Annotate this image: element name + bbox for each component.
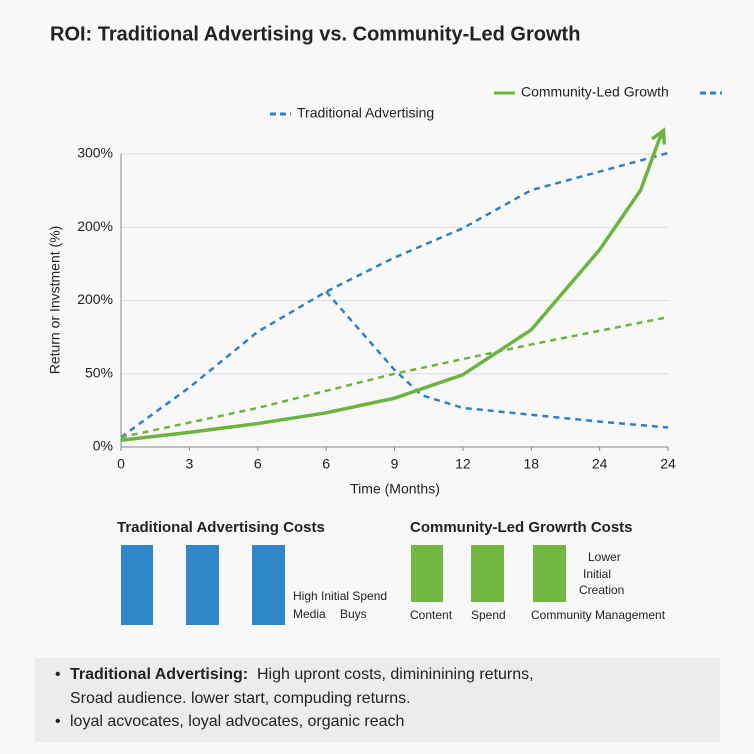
cost-bar	[252, 545, 285, 625]
x-tick-label: 12	[455, 456, 471, 472]
x-tick-label: 24	[660, 456, 676, 472]
x-tick-label: 0	[117, 456, 125, 472]
arrow-head	[651, 127, 667, 145]
y-tick-label: 200%	[77, 218, 113, 234]
series-line	[120, 129, 666, 442]
y-tick-label: 300%	[77, 145, 113, 161]
cost-title: Traditional Advertising Costs	[117, 519, 325, 536]
cost-bar	[411, 545, 443, 602]
cost-title: Community-Led Growrth Costs	[410, 519, 633, 536]
series-line	[120, 315, 669, 439]
note: High upront costs, dimininining returns,	[257, 666, 534, 683]
x-tick-label: 6	[254, 456, 262, 472]
notes-box	[35, 658, 720, 742]
x-tick-label: 6	[322, 456, 330, 472]
cost-bar	[186, 545, 219, 625]
bullet: •	[55, 713, 61, 730]
cost-label: Creation	[579, 583, 624, 597]
cost-label: Buys	[340, 607, 367, 621]
y-tick-label: 200%	[77, 291, 113, 307]
cost-bar	[121, 545, 153, 625]
x-tick-label: 3	[185, 456, 193, 472]
cost-label: Initial	[583, 567, 611, 581]
x-tick-label: 18	[523, 456, 539, 472]
cost-label: Community Management	[531, 608, 666, 622]
y-axis-label: Return or Invstment (%)	[47, 226, 63, 375]
y-tick-label: 0%	[93, 438, 113, 454]
note-bold: Traditional Advertising:	[70, 666, 248, 683]
x-tick-label: 9	[391, 456, 399, 472]
cost-bar	[533, 545, 566, 602]
legend-label: Community-Led Growth	[521, 84, 669, 100]
legend-label: Traditional Advertising	[297, 105, 434, 121]
y-tick-label: 50%	[85, 364, 113, 380]
series-line	[120, 151, 669, 439]
chart-title: ROI: Traditional Advertising vs. Communi…	[50, 23, 580, 45]
cost-label: High Initial Spend	[293, 589, 387, 603]
cost-label: Lower	[588, 550, 621, 564]
series-line	[325, 290, 669, 429]
cost-label: Spend	[471, 608, 506, 622]
x-axis-label: Time (Months)	[350, 481, 440, 497]
note: loyal acvocates, loyal advocates, organi…	[70, 713, 404, 730]
cost-label: Content	[410, 608, 453, 622]
bullet: •	[55, 666, 61, 683]
cost-bar	[471, 545, 504, 602]
x-tick-label: 24	[592, 456, 608, 472]
note: Sroad audience. lower start, compuding r…	[70, 690, 411, 707]
cost-label: Media	[293, 607, 326, 621]
